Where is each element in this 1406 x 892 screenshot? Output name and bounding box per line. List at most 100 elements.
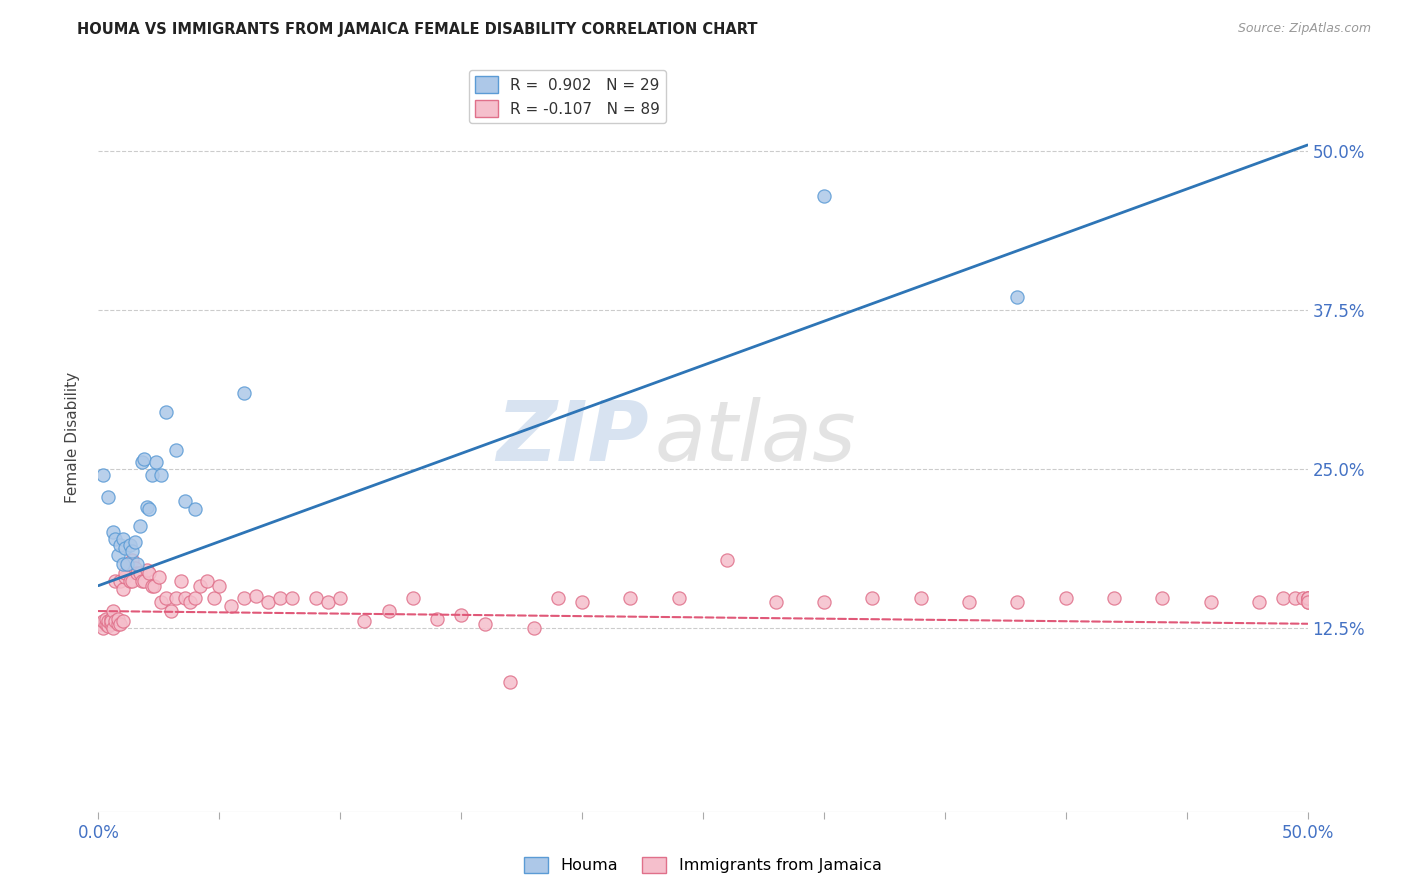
Point bbox=[169, 574, 191, 588]
Point bbox=[179, 595, 201, 609]
Point bbox=[94, 612, 117, 626]
Point bbox=[104, 574, 127, 588]
Point bbox=[1296, 595, 1319, 609]
Point bbox=[155, 591, 177, 606]
Point bbox=[111, 614, 134, 628]
Point bbox=[127, 566, 149, 580]
Point bbox=[910, 591, 932, 606]
Point bbox=[1007, 290, 1029, 304]
Point bbox=[245, 589, 267, 603]
Point bbox=[97, 614, 120, 628]
Point bbox=[100, 614, 122, 628]
Legend: Houma, Immigrants from Jamaica: Houma, Immigrants from Jamaica bbox=[517, 850, 889, 880]
Point bbox=[118, 538, 141, 552]
Point bbox=[107, 612, 129, 626]
Point bbox=[1199, 595, 1222, 609]
Point bbox=[135, 563, 157, 577]
Point bbox=[97, 490, 120, 504]
Text: atlas: atlas bbox=[655, 397, 856, 477]
Point bbox=[114, 570, 136, 584]
Point bbox=[184, 591, 207, 606]
Point bbox=[124, 561, 146, 575]
Point bbox=[316, 595, 339, 609]
Point bbox=[716, 553, 738, 567]
Point bbox=[221, 599, 243, 613]
Point bbox=[94, 616, 117, 631]
Point bbox=[813, 595, 835, 609]
Point bbox=[91, 621, 114, 635]
Text: ZIP: ZIP bbox=[496, 397, 648, 477]
Point bbox=[402, 591, 425, 606]
Point bbox=[90, 616, 112, 631]
Point bbox=[108, 538, 131, 552]
Point bbox=[111, 532, 134, 546]
Point bbox=[547, 591, 569, 606]
Point bbox=[107, 616, 129, 631]
Point bbox=[111, 582, 134, 597]
Point bbox=[1296, 591, 1319, 606]
Point bbox=[100, 612, 122, 626]
Point bbox=[1152, 591, 1174, 606]
Point bbox=[1102, 591, 1125, 606]
Point bbox=[108, 616, 131, 631]
Point bbox=[155, 405, 177, 419]
Point bbox=[860, 591, 883, 606]
Point bbox=[174, 493, 197, 508]
Point bbox=[138, 502, 160, 516]
Point bbox=[498, 675, 520, 690]
Point bbox=[165, 591, 187, 606]
Point bbox=[134, 451, 156, 466]
Point bbox=[813, 188, 835, 202]
Point bbox=[1054, 591, 1077, 606]
Point bbox=[143, 579, 166, 593]
Point bbox=[1284, 591, 1306, 606]
Point bbox=[619, 591, 641, 606]
Point bbox=[305, 591, 328, 606]
Point bbox=[134, 574, 156, 588]
Point bbox=[232, 591, 254, 606]
Point bbox=[131, 455, 153, 469]
Point bbox=[91, 468, 114, 483]
Point bbox=[150, 468, 173, 483]
Point bbox=[450, 607, 472, 622]
Point bbox=[1296, 595, 1319, 609]
Point bbox=[204, 591, 226, 606]
Point bbox=[1249, 595, 1271, 609]
Point bbox=[195, 574, 218, 588]
Point bbox=[104, 532, 127, 546]
Point bbox=[121, 553, 143, 567]
Point bbox=[141, 468, 163, 483]
Point bbox=[208, 579, 231, 593]
Point bbox=[957, 595, 980, 609]
Point bbox=[165, 442, 187, 457]
Text: HOUMA VS IMMIGRANTS FROM JAMAICA FEMALE DISABILITY CORRELATION CHART: HOUMA VS IMMIGRANTS FROM JAMAICA FEMALE … bbox=[77, 22, 758, 37]
Point bbox=[377, 604, 399, 618]
Point bbox=[117, 557, 139, 571]
Point bbox=[91, 614, 114, 628]
Point bbox=[571, 595, 593, 609]
Point bbox=[1296, 591, 1319, 606]
Point bbox=[329, 591, 352, 606]
Point bbox=[474, 616, 496, 631]
Point bbox=[1007, 595, 1029, 609]
Point bbox=[150, 595, 173, 609]
Point bbox=[121, 574, 143, 588]
Point bbox=[188, 579, 211, 593]
Point bbox=[184, 502, 207, 516]
Point bbox=[148, 570, 170, 584]
Point bbox=[101, 604, 124, 618]
Point bbox=[118, 574, 141, 588]
Point bbox=[124, 535, 146, 549]
Legend: R =  0.902   N = 29, R = -0.107   N = 89: R = 0.902 N = 29, R = -0.107 N = 89 bbox=[468, 70, 666, 123]
Point bbox=[100, 616, 122, 631]
Point bbox=[426, 612, 449, 626]
Point bbox=[104, 614, 127, 628]
Point bbox=[97, 619, 120, 633]
Point bbox=[523, 621, 546, 635]
Point bbox=[256, 595, 278, 609]
Text: Source: ZipAtlas.com: Source: ZipAtlas.com bbox=[1237, 22, 1371, 36]
Point bbox=[160, 604, 183, 618]
Point bbox=[131, 574, 153, 588]
Point bbox=[107, 548, 129, 562]
Point bbox=[668, 591, 690, 606]
